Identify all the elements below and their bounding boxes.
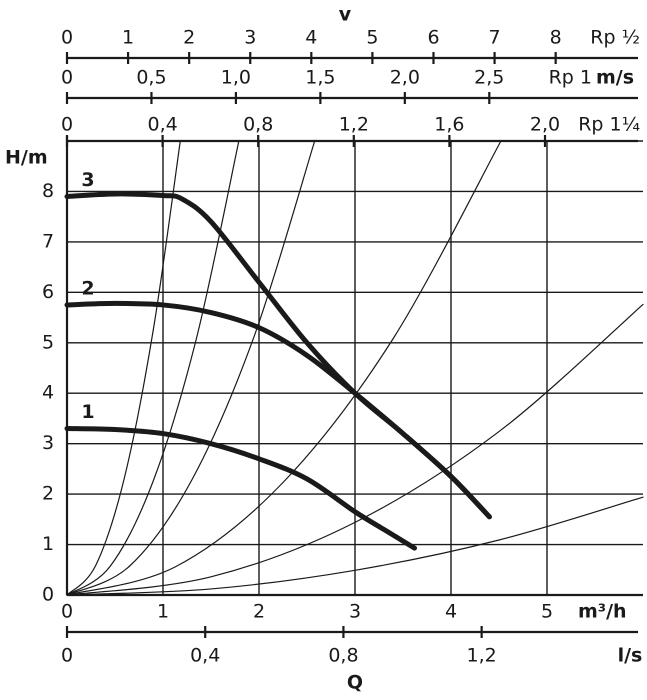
pump-curve xyxy=(64,300,492,520)
velocity-tick-label: 6 xyxy=(427,27,439,49)
velocity-tick-label: 0,5 xyxy=(136,67,166,89)
y-tick-label: 3 xyxy=(42,432,54,454)
x-tick-label: 3 xyxy=(349,601,361,623)
flow-label: Q xyxy=(347,672,363,694)
y-tick-label: 5 xyxy=(42,331,54,353)
x-tick-label: 5 xyxy=(541,601,553,623)
pump-curve xyxy=(64,191,492,520)
velocity-tick-label: 5 xyxy=(366,27,378,49)
velocity-tick-label: 1,6 xyxy=(434,114,464,136)
velocity-tick-label: 3 xyxy=(244,27,256,49)
velocity-tick-label: 8 xyxy=(550,27,562,49)
velocity-tick-label: 1,2 xyxy=(339,114,369,136)
system-curve xyxy=(66,303,644,596)
flow-axis-name: l/s xyxy=(618,645,643,667)
x-tick-label: 0 xyxy=(61,601,73,623)
system-curve xyxy=(66,140,316,596)
velocity-tick-label: 2,0 xyxy=(390,67,420,89)
y-axis-label: H/m xyxy=(5,147,48,169)
velocity-axis-name: Rp 1¼ xyxy=(578,114,640,136)
flow-tick-label: 0 xyxy=(61,645,73,667)
velocity-tick-label: 2 xyxy=(183,27,195,49)
flow-tick-label: 1,2 xyxy=(467,645,497,667)
velocity-axis-name: Rp ½ xyxy=(590,27,640,49)
velocity-tick-label: 7 xyxy=(489,27,501,49)
velocity-axis-name: Rp 1 xyxy=(549,67,592,89)
x-axis-label: m³/h xyxy=(578,601,627,623)
velocity-tick-label: 0 xyxy=(61,67,73,89)
velocity-tick-label: 0,8 xyxy=(243,114,273,136)
y-tick-label: 6 xyxy=(42,281,54,303)
system-curve xyxy=(66,140,181,596)
y-tick-label: 1 xyxy=(42,533,54,555)
velocity-tick-label: 2,5 xyxy=(474,67,504,89)
series-label: 3 xyxy=(81,169,94,191)
series-label: 2 xyxy=(81,277,94,299)
y-tick-label: 2 xyxy=(42,483,54,505)
system-curve xyxy=(66,140,240,596)
y-tick-label: 8 xyxy=(42,180,54,202)
flow-tick-label: 0,4 xyxy=(190,645,220,667)
velocity-tick-label: 0 xyxy=(61,27,73,49)
velocity-tick-label: 0 xyxy=(61,114,73,136)
y-tick-label: 7 xyxy=(42,230,54,252)
velocity-tick-label: 0,4 xyxy=(147,114,177,136)
y-tick-label: 4 xyxy=(42,382,54,404)
velocity-tick-label: 1 xyxy=(122,27,134,49)
velocity-unit: m/s xyxy=(596,67,634,89)
velocity-tick-label: 1,0 xyxy=(221,67,251,89)
flow-tick-label: 0,8 xyxy=(328,645,358,667)
x-tick-label: 4 xyxy=(445,601,457,623)
x-tick-label: 1 xyxy=(157,601,169,623)
velocity-tick-label: 1,5 xyxy=(305,67,335,89)
velocity-tick-label: 4 xyxy=(305,27,317,49)
system-curve xyxy=(66,496,644,596)
velocity-tick-label: 2,0 xyxy=(530,114,560,136)
x-tick-label: 2 xyxy=(253,601,265,623)
velocity-label: v xyxy=(339,4,352,26)
y-tick-label: 0 xyxy=(42,584,54,606)
series-label: 1 xyxy=(81,401,94,423)
system-curve xyxy=(66,140,502,596)
pump-curve xyxy=(64,426,418,551)
